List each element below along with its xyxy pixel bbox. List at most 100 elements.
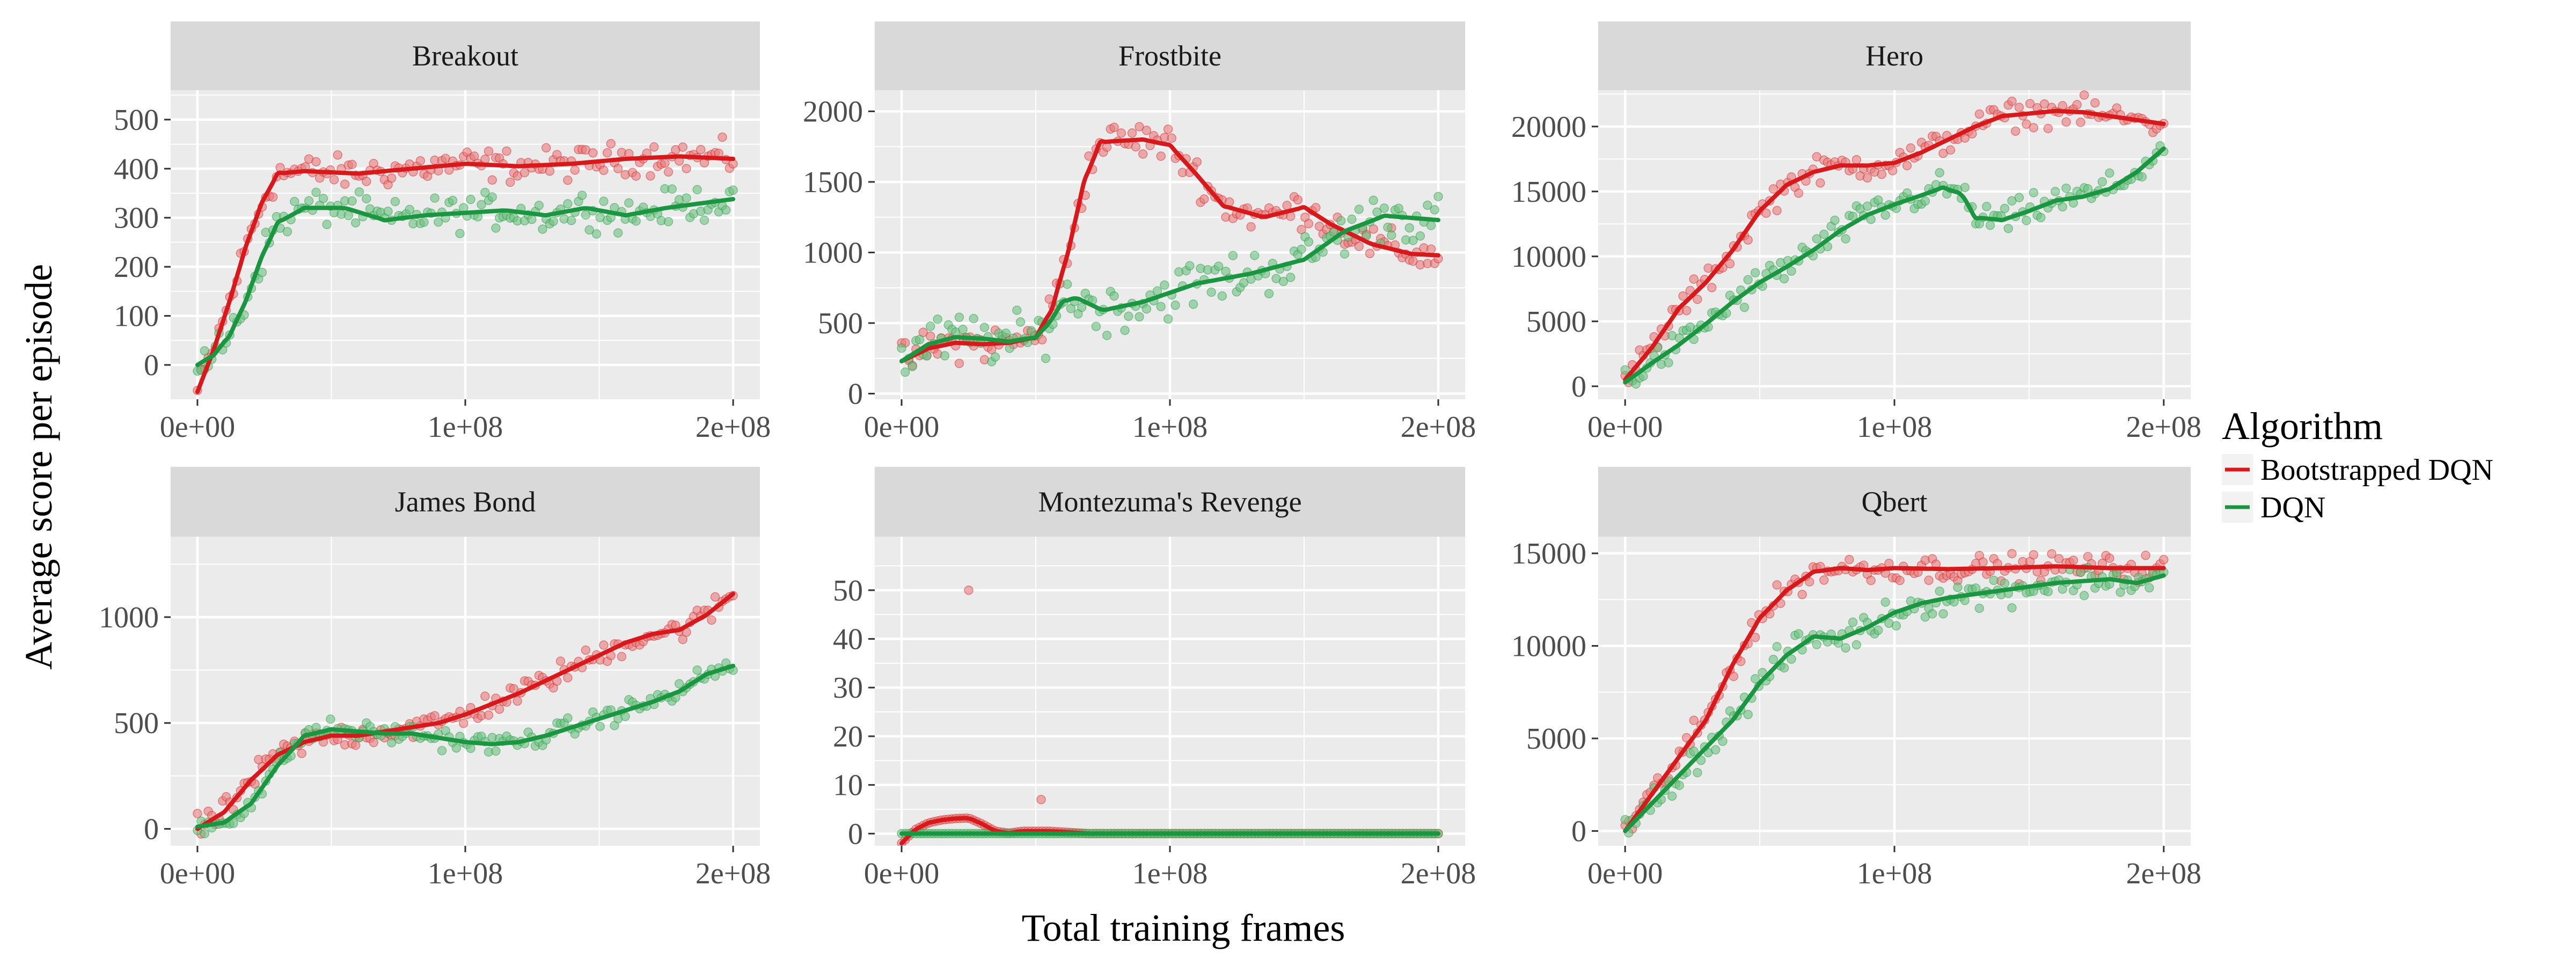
data-point (581, 645, 591, 655)
panel-title: James Bond (395, 486, 536, 518)
data-point (455, 229, 465, 238)
data-point (617, 652, 627, 662)
data-point (613, 228, 623, 238)
data-point (1379, 203, 1389, 213)
data-point (1873, 195, 1883, 205)
data-point (1902, 160, 1912, 171)
data-point (2014, 103, 2024, 112)
smooth-line-bootstrapped-dqn (195, 591, 736, 831)
data-point (631, 171, 641, 181)
data-point (1365, 248, 1375, 259)
data-point (710, 592, 720, 602)
smooth-line-dqn (195, 663, 736, 829)
y-tick-label: 2000 (803, 95, 863, 128)
x-tick-label: 2e+08 (696, 411, 771, 444)
data-point (1927, 609, 1937, 619)
data-point (1689, 715, 1699, 726)
y-tick-label: 20000 (1511, 111, 1586, 144)
data-point (728, 185, 738, 195)
data-point (1768, 184, 1779, 194)
data-point (1141, 126, 1152, 135)
data-point (318, 194, 328, 203)
data-point (2029, 123, 2039, 133)
data-point (1812, 152, 1821, 162)
data-point (451, 743, 462, 753)
data-point (477, 200, 486, 210)
x-axis: 0e+00 1e+08 2e+08 (1587, 399, 2201, 444)
data-point (682, 193, 691, 203)
data-point (437, 745, 447, 756)
data-point (2061, 183, 2071, 193)
data-point (1620, 365, 1630, 375)
data-point (1971, 583, 1981, 593)
data-point (1293, 195, 1303, 205)
data-point (1725, 259, 1735, 269)
data-point (667, 184, 677, 194)
data-point (2029, 550, 2039, 560)
data-point (1812, 640, 1821, 649)
smooth-line-bootstrapped-dqn (899, 137, 1440, 363)
panel-strip: James Bond (171, 467, 760, 537)
panel-strip: Qbert (1598, 467, 2191, 537)
data-point (2137, 172, 2147, 182)
data-point (1282, 201, 1292, 210)
data-point (1249, 251, 1260, 260)
data-point (663, 167, 674, 177)
y-tick-label: 0 (1571, 815, 1586, 848)
data-point (1264, 289, 1274, 298)
data-point (1001, 328, 1011, 338)
data-point (555, 656, 566, 666)
data-point (581, 210, 591, 220)
data-point (1794, 188, 1804, 198)
data-point (2097, 177, 2107, 187)
data-point (1880, 597, 1890, 607)
data-point (2068, 555, 2079, 565)
data-point (290, 196, 299, 207)
data-point (1012, 305, 1022, 315)
y-tick-label: 15000 (1511, 537, 1586, 570)
data-point (1779, 663, 1789, 673)
data-point (925, 331, 935, 341)
y-tick-label: 100 (114, 300, 159, 333)
smooth-line-bootstrapped-dqn (1623, 564, 2166, 833)
data-point (1354, 241, 1364, 251)
data-point (1347, 214, 1357, 224)
x-tick-label: 0e+00 (160, 411, 235, 444)
data-point (2090, 98, 2100, 108)
data-point (1945, 145, 1956, 155)
y-axis: 0 5000 10000 15000 (1511, 537, 1598, 848)
data-point (563, 199, 573, 209)
x-tick-label: 2e+08 (1401, 411, 1476, 444)
data-point (386, 173, 397, 183)
data-point (1819, 229, 1829, 239)
data-point (484, 146, 494, 156)
data-point (1982, 202, 1992, 211)
x-axis: 0e+00 1e+08 2e+08 (864, 399, 1476, 444)
data-point (2105, 168, 2114, 178)
panel-qbert: Qbert 0 5000 10000 15000 0e+00 1e+08 2e+08 (1511, 467, 2201, 890)
y-tick-label: 0 (144, 349, 159, 382)
data-point (1866, 575, 1876, 586)
data-point (1091, 321, 1101, 332)
y-tick-label: 10 (833, 769, 863, 802)
data-point (2022, 119, 2031, 129)
data-point (1848, 211, 1858, 221)
data-point (577, 191, 587, 200)
data-point (1819, 575, 1829, 585)
data-point (969, 313, 978, 324)
data-point (1213, 261, 1224, 271)
data-point (570, 165, 580, 175)
data-point (1192, 157, 1202, 167)
data-point (1851, 155, 1862, 165)
x-tick-label: 0e+00 (864, 857, 939, 890)
data-point (1877, 170, 1887, 179)
data-point (1354, 204, 1364, 214)
data-point (599, 640, 609, 650)
data-point (2079, 90, 2089, 100)
data-point (1880, 210, 1890, 220)
data-point (2007, 603, 2017, 613)
y-tick-label: 1000 (99, 601, 159, 634)
data-point (563, 673, 573, 683)
data-point (2047, 549, 2057, 559)
data-point (591, 229, 602, 239)
